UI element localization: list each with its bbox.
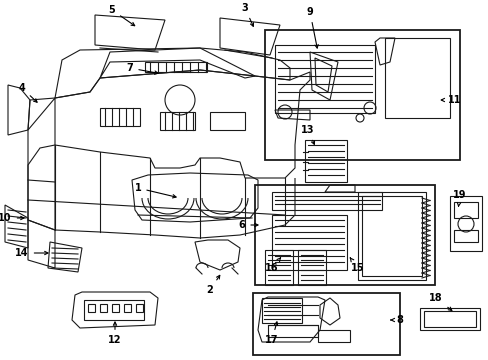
Bar bbox=[423, 311, 475, 327]
Text: 1: 1 bbox=[134, 183, 176, 198]
Text: 12: 12 bbox=[108, 322, 122, 345]
Bar bbox=[453, 230, 477, 242]
Text: 18: 18 bbox=[428, 293, 451, 311]
Bar bbox=[317, 330, 349, 342]
Bar bbox=[88, 304, 95, 312]
Bar bbox=[453, 202, 477, 218]
Text: 6: 6 bbox=[238, 220, 258, 230]
Bar bbox=[267, 325, 317, 337]
Text: 17: 17 bbox=[264, 322, 278, 345]
Bar bbox=[305, 140, 346, 182]
Bar bbox=[252, 293, 399, 355]
Text: 19: 19 bbox=[452, 190, 466, 206]
Bar bbox=[361, 196, 421, 276]
Bar bbox=[449, 196, 481, 251]
Text: 3: 3 bbox=[241, 3, 253, 26]
Text: 5: 5 bbox=[108, 5, 134, 26]
Bar bbox=[100, 304, 107, 312]
Bar bbox=[384, 38, 449, 118]
Text: 16: 16 bbox=[264, 258, 280, 273]
Bar bbox=[112, 304, 119, 312]
Bar bbox=[271, 215, 346, 270]
Bar bbox=[419, 308, 479, 330]
Bar bbox=[100, 108, 140, 126]
Bar bbox=[160, 112, 195, 130]
Text: 10: 10 bbox=[0, 213, 24, 223]
Text: 4: 4 bbox=[19, 83, 37, 102]
Bar bbox=[124, 304, 131, 312]
Bar bbox=[357, 192, 425, 280]
Text: 13: 13 bbox=[301, 125, 314, 144]
Bar bbox=[297, 250, 325, 285]
Bar bbox=[136, 304, 142, 312]
Bar bbox=[84, 300, 143, 320]
Text: 11: 11 bbox=[440, 95, 461, 105]
Text: 9: 9 bbox=[306, 7, 318, 48]
Bar bbox=[262, 298, 302, 323]
Bar bbox=[209, 112, 244, 130]
Text: 8: 8 bbox=[390, 315, 403, 325]
Bar bbox=[274, 45, 374, 113]
Text: 15: 15 bbox=[349, 258, 364, 273]
Bar bbox=[254, 185, 434, 285]
Bar bbox=[264, 250, 292, 285]
Bar bbox=[271, 192, 381, 210]
Text: 2: 2 bbox=[206, 275, 219, 295]
Text: 7: 7 bbox=[126, 63, 158, 74]
Text: 14: 14 bbox=[15, 248, 48, 258]
Bar bbox=[145, 62, 206, 72]
Bar bbox=[264, 30, 459, 160]
